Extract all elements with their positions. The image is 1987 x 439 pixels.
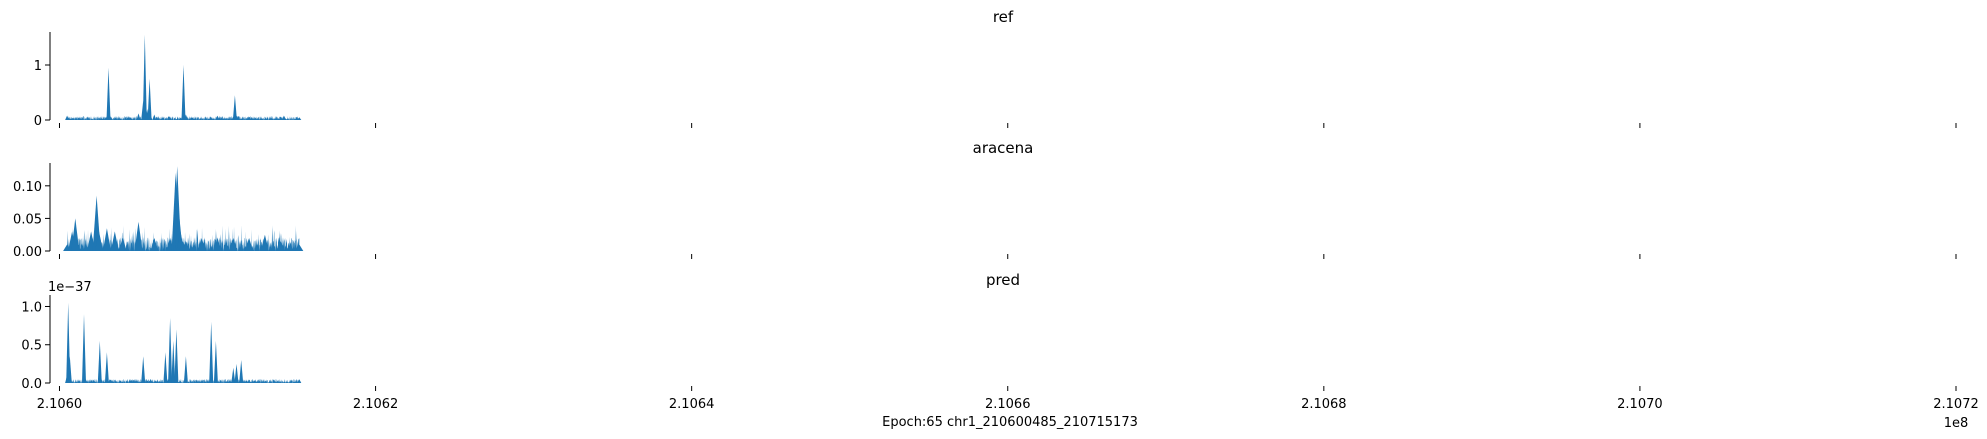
data-peak	[232, 95, 237, 120]
x-tick-label: 2.1066	[985, 397, 1031, 412]
data-peak	[66, 302, 71, 383]
data-peak	[209, 321, 214, 383]
x-tick-label: 2.1072	[1933, 397, 1979, 412]
data-peak	[234, 363, 239, 383]
signal-area-background	[67, 225, 300, 251]
data-peak	[297, 379, 302, 383]
y-axis-offset-label: 1e−37	[48, 280, 92, 295]
data-peak	[97, 340, 102, 383]
panel-title: aracena	[973, 139, 1034, 157]
data-peak	[95, 231, 103, 251]
data-peak	[110, 231, 119, 251]
data-peak	[231, 367, 236, 383]
data-peak	[276, 241, 285, 251]
data-peak	[82, 314, 86, 383]
data-peak	[142, 34, 147, 120]
data-peak	[247, 116, 252, 120]
data-peak	[183, 356, 188, 383]
data-peak	[260, 234, 269, 251]
data-peak	[136, 113, 141, 120]
data-peak	[213, 238, 222, 251]
data-peak	[134, 221, 143, 251]
x-axis-offset-label: 1e8	[1944, 416, 1969, 431]
data-peak	[147, 78, 152, 120]
data-peak	[108, 115, 113, 120]
x-axis-label: Epoch:65 chr1_210600485_210715173	[882, 415, 1138, 430]
data-peak	[295, 244, 304, 251]
data-peak	[106, 67, 111, 120]
data-peak	[83, 379, 88, 383]
data-peak	[197, 238, 206, 251]
data-peak	[67, 356, 72, 383]
x-tick-label: 2.1060	[37, 397, 83, 412]
data-peak	[163, 352, 168, 383]
data-peak	[234, 115, 239, 120]
y-tick-label: 1.0	[21, 300, 42, 315]
data-peak	[183, 114, 188, 120]
panel-ref: ref 0 1	[34, 8, 1957, 129]
data-peak	[239, 360, 244, 383]
data-peak	[168, 318, 173, 383]
data-peak	[171, 340, 176, 383]
data-peak	[174, 329, 179, 383]
data-peak	[152, 114, 157, 120]
y-tick-label: 0	[34, 114, 42, 129]
data-peak	[181, 241, 190, 251]
signal-area-background	[67, 378, 300, 383]
data-peak	[278, 116, 283, 120]
data-peak	[229, 238, 238, 251]
data-peak	[118, 238, 127, 251]
panel-pred: pred 0.0 0.5 1.0 1e−37 2.1060 2.1062 2.1064 2.10…	[21, 271, 1978, 412]
panel-title: ref	[993, 8, 1014, 26]
data-peak	[181, 65, 186, 120]
y-tick-label: 1	[34, 59, 42, 74]
x-tick-label: 2.1070	[1617, 397, 1663, 412]
y-tick-label: 0.00	[13, 245, 42, 260]
data-peak	[104, 352, 109, 383]
y-tick-label: 0.5	[21, 339, 42, 354]
y-tick-label: 0.05	[13, 212, 42, 227]
data-peak	[213, 340, 218, 383]
data-peak	[281, 115, 286, 120]
data-peak	[71, 218, 80, 251]
data-peak	[215, 115, 220, 120]
data-peak	[102, 228, 111, 251]
y-tick-label: 0.0	[21, 377, 42, 392]
x-tick-label: 2.1062	[353, 397, 399, 412]
y-tick-label: 0.10	[13, 180, 42, 195]
panel-title: pred	[986, 271, 1020, 289]
panel-aracena: aracena 0.00 0.05 0.10	[13, 139, 1957, 260]
data-peak	[297, 117, 302, 120]
data-peak	[150, 238, 159, 251]
data-peak	[65, 115, 70, 120]
x-tick-label: 2.1068	[1301, 397, 1347, 412]
data-peak	[141, 356, 146, 383]
x-tick-label: 2.1064	[669, 397, 715, 412]
data-peak	[245, 238, 254, 251]
